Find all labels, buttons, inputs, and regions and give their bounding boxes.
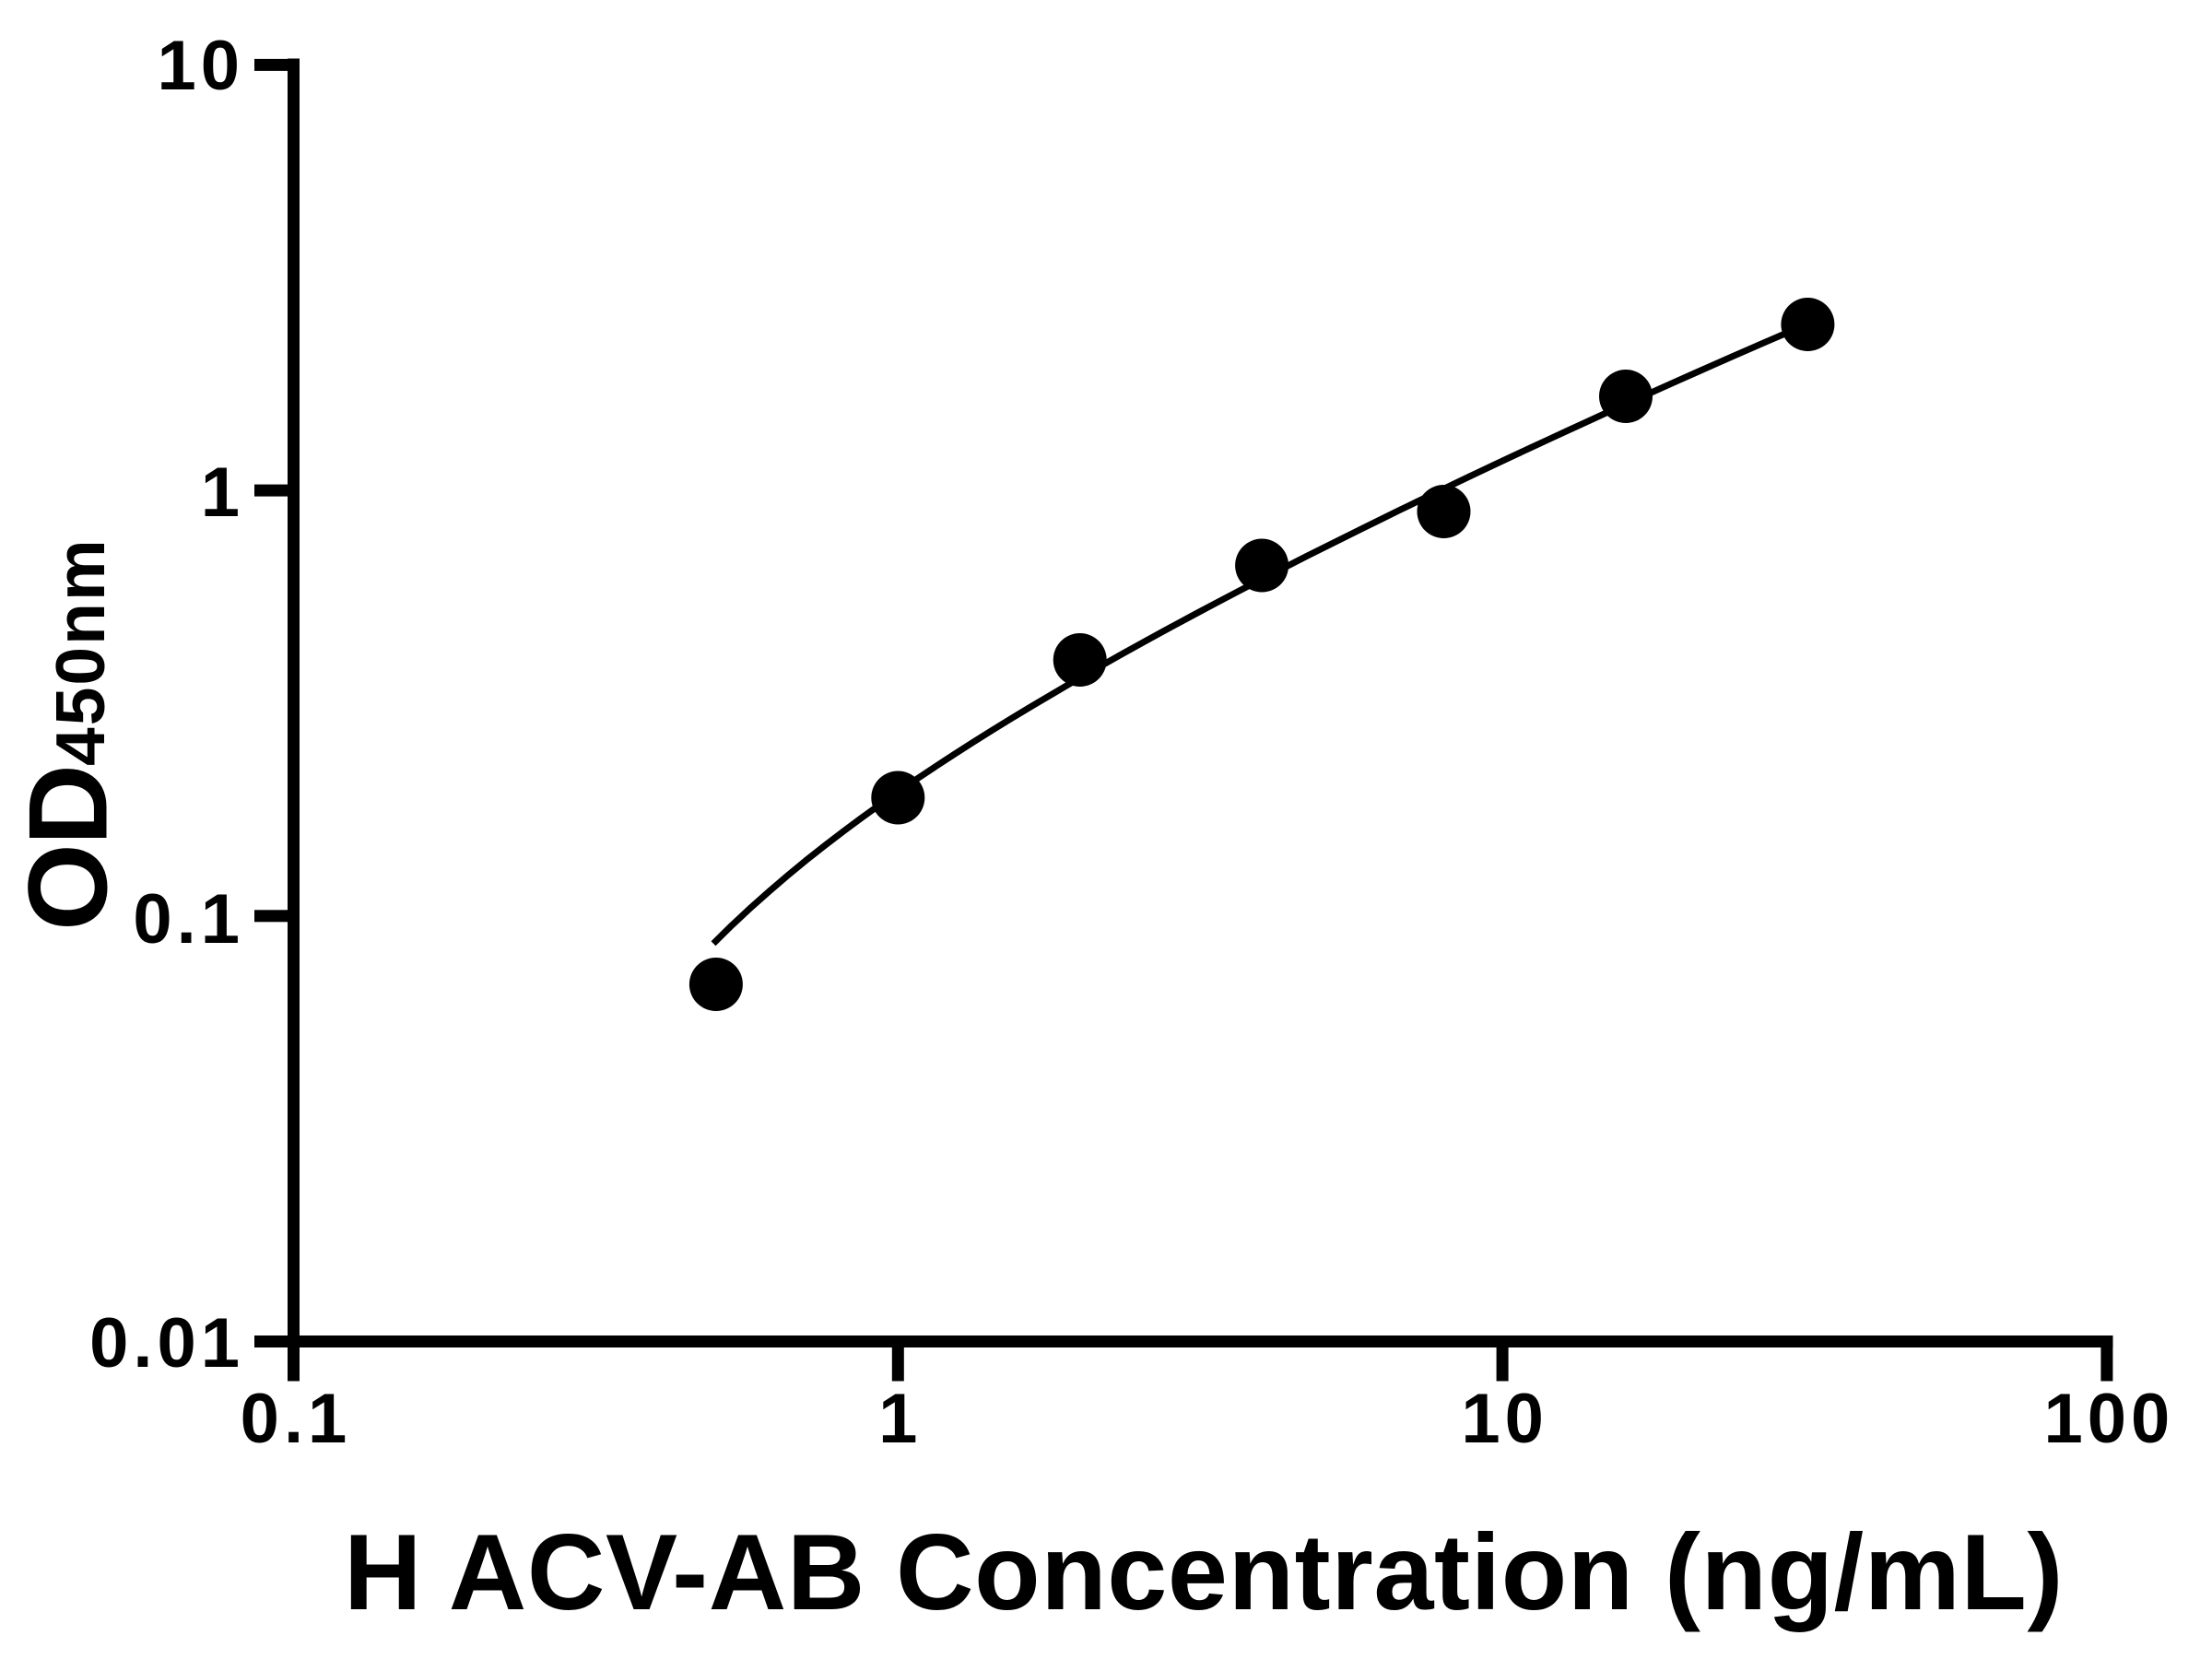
svg-text:1: 1 [201,453,244,532]
svg-text:1: 1 [878,1380,922,1458]
svg-text:10: 10 [157,27,244,105]
svg-text:OD450nm: OD450nm [6,537,131,931]
svg-text:H ACV-AB Concentration (ng/mL): H ACV-AB Concentration (ng/mL) [344,1512,2064,1632]
svg-text:0.01: 0.01 [89,1304,244,1382]
svg-text:0.1: 0.1 [133,880,244,959]
svg-text:100: 100 [2043,1380,2174,1458]
svg-text:10: 10 [1461,1380,1548,1458]
svg-text:0.1: 0.1 [241,1380,352,1458]
